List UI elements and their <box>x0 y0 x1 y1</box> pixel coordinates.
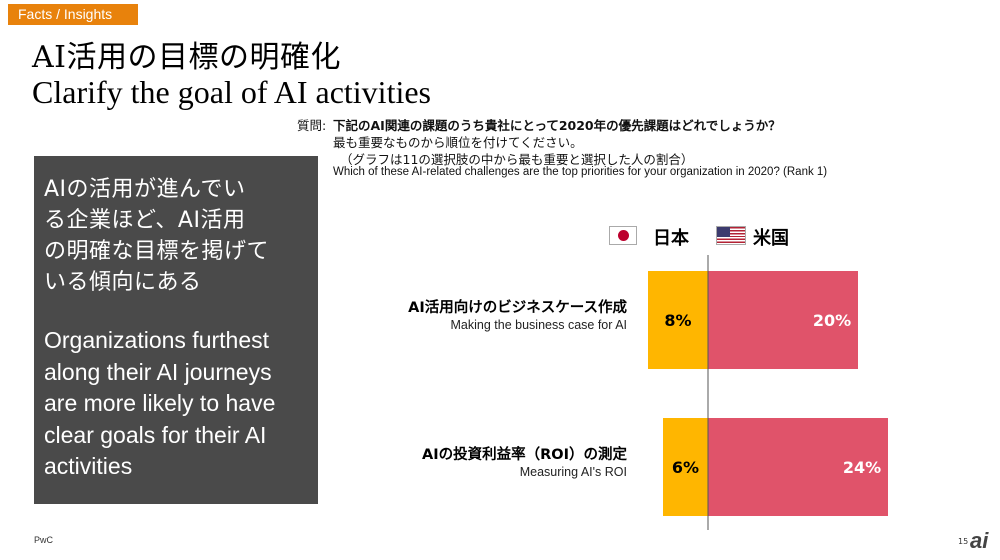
page-title-ja: AI活用の目標の明確化 <box>32 40 342 75</box>
flag-japan-icon <box>609 226 637 245</box>
insight-text-ja: AIの活用が進んでい る企業ほど、AI活用 の明確な目標を掲げて いる傾向にある <box>44 177 270 295</box>
category-label-ja: AIの投資利益率（ROI）の測定 <box>421 447 627 463</box>
bar-japan <box>648 271 708 369</box>
flag-us-icon <box>716 226 746 245</box>
question-instruction: 最も重要なものから順位を付けてください。 <box>333 135 583 150</box>
footer-brand: PwC <box>34 535 54 545</box>
data-label-japan: 6% <box>672 458 699 477</box>
data-label-japan: 8% <box>664 311 691 330</box>
page-number: 15 <box>958 537 969 546</box>
question-english: Which of these AI-related challenges are… <box>333 166 828 178</box>
insight-text-en: Organizations furthest along their AI jo… <box>44 327 276 479</box>
data-label-us: 24% <box>843 458 881 477</box>
legend-us: 米国 <box>753 228 789 249</box>
bar-japan <box>663 418 708 516</box>
question-note: （グラフは11の選択肢の中から最も重要と選択した人の割合） <box>340 152 694 167</box>
data-label-us: 20% <box>813 311 851 330</box>
bar-us <box>708 418 888 516</box>
section-tag: Facts / Insights <box>8 4 138 25</box>
question-label: 質問: <box>297 118 327 133</box>
site-logo: ai <box>970 528 989 553</box>
legend-japan: 日本 <box>653 228 689 249</box>
category-label-ja: AI活用向けのビジネスケース作成 <box>408 300 627 316</box>
category-label-en: Measuring AI's ROI <box>519 465 627 479</box>
category-label-en: Making the business case for AI <box>450 318 627 332</box>
insight-panel: AIの活用が進んでい る企業ほど、AI活用 の明確な目標を掲げて いる傾向にある Or… <box>34 156 318 504</box>
question-text: 下記のAI関連の課題のうち貴社にとって2020年の優先課題はどれでしょうか？ <box>333 118 781 133</box>
page-title-en: Clarify the goal of AI activities <box>32 74 431 110</box>
bar-us <box>708 271 858 369</box>
